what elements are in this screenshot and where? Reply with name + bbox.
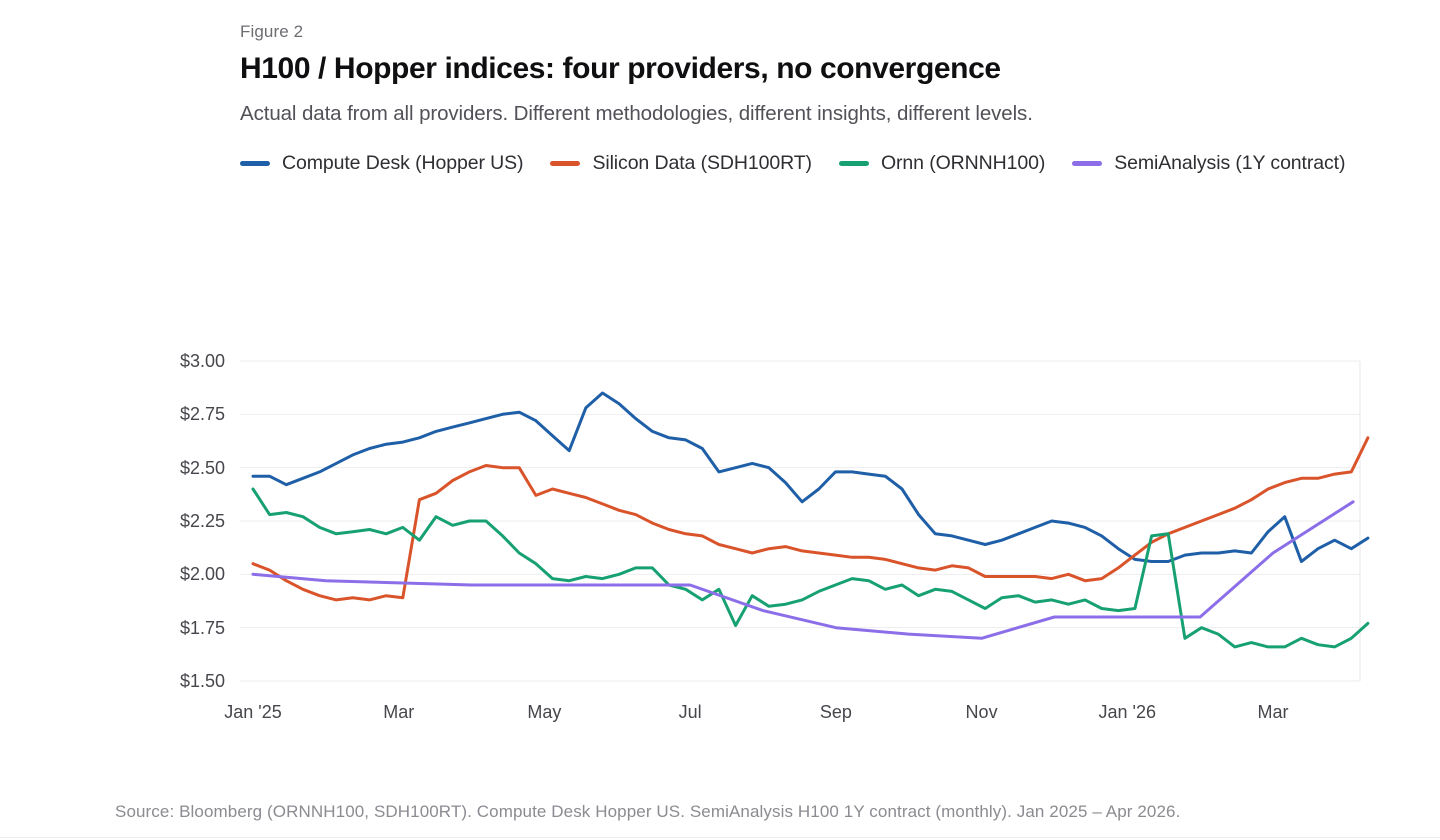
series-line-compute-desk-hopper-us xyxy=(251,391,1370,563)
legend-label: Ornn (ORNNH100) xyxy=(880,152,1046,174)
legend-item-semianalysis-1y-contract: SemiAnalysis (1Y contract) xyxy=(1072,152,1345,175)
source-note: Source: Bloomberg (ORNNH100, SDH100RT). … xyxy=(115,802,1181,821)
x-tick-label: Mar xyxy=(1257,702,1289,722)
page-bottom-divider xyxy=(0,837,1440,838)
legend-label: Silicon Data (SDH100RT) xyxy=(592,152,812,174)
legend-label: SemiAnalysis (1Y contract) xyxy=(1114,152,1346,174)
chart-subtitle: Actual data from all providers. Differen… xyxy=(240,102,1033,125)
series-line-semianalysis-1y-contract xyxy=(251,500,1355,640)
legend-swatch-icon xyxy=(550,161,581,166)
x-tick-label: Jan '25 xyxy=(224,702,282,722)
series-line-silicon-data-sdh100rt xyxy=(251,436,1370,602)
x-tick-label: Mar xyxy=(383,702,415,722)
y-tick-label: $3.00 xyxy=(179,351,225,371)
legend-swatch-icon xyxy=(1072,161,1103,166)
legend-item-silicon-data-sdh100rt: Silicon Data (SDH100RT) xyxy=(550,152,812,175)
y-tick-label: $2.75 xyxy=(179,404,225,425)
legend-item-compute-desk-hopper-us: Compute Desk (Hopper US) xyxy=(240,152,524,175)
y-tick-label: $1.75 xyxy=(179,617,225,638)
x-tick-label: Jul xyxy=(678,702,702,722)
y-tick-label: $2.25 xyxy=(179,511,225,531)
chart-title: H100 / Hopper indices: four providers, n… xyxy=(240,52,1001,85)
legend-item-ornn-ornnh100: Ornn (ORNNH100) xyxy=(838,152,1046,175)
y-tick-label: $2.50 xyxy=(179,457,225,478)
y-tick-label: $2.00 xyxy=(179,564,225,585)
x-tick-label: Nov xyxy=(965,702,998,722)
chart-legend: Compute Desk (Hopper US) Silicon Data (SD… xyxy=(240,152,1410,175)
series-line-ornn-ornnh100 xyxy=(251,487,1370,649)
x-tick-label: Jan '26 xyxy=(1098,702,1157,722)
x-tick-label: May xyxy=(527,702,562,722)
x-tick-label: Sep xyxy=(819,702,852,722)
y-tick-label: $1.50 xyxy=(179,671,225,691)
legend-swatch-icon xyxy=(240,161,270,166)
legend-swatch-icon xyxy=(838,161,869,166)
legend-label: Compute Desk (Hopper US) xyxy=(282,152,524,174)
figure-label: Figure 2 xyxy=(240,22,304,41)
